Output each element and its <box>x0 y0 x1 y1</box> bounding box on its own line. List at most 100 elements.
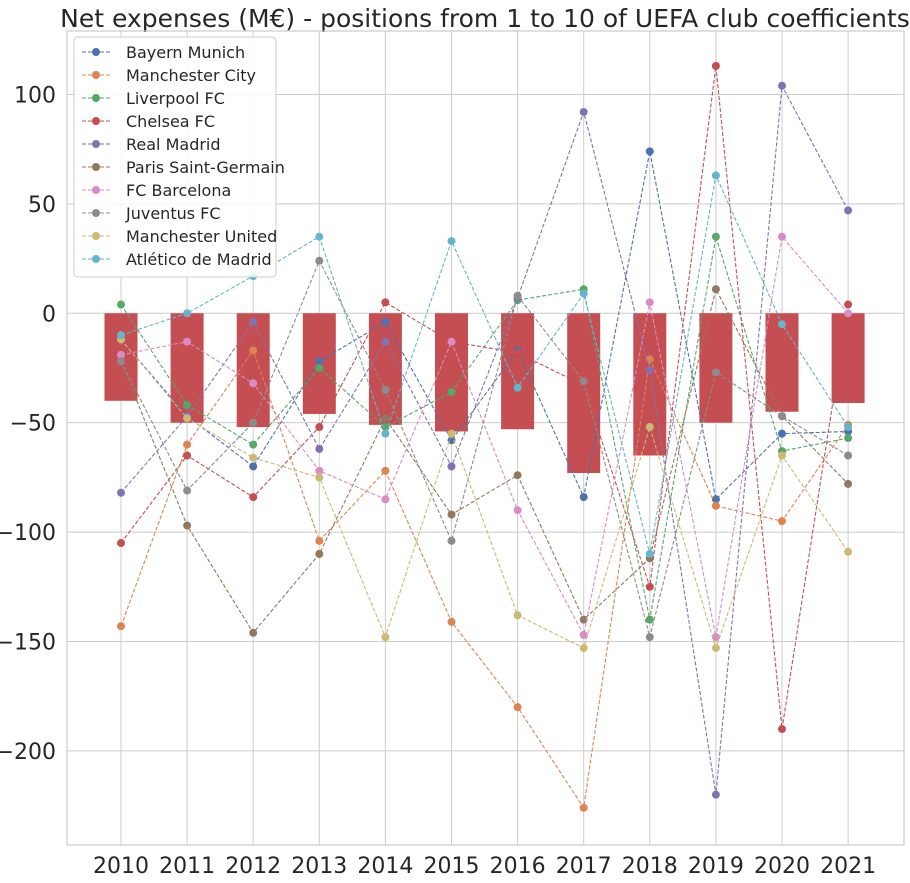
data-point <box>315 549 324 558</box>
data-point <box>844 434 853 442</box>
series-line <box>120 339 849 650</box>
series-line <box>120 151 849 501</box>
legend-marker <box>92 117 100 125</box>
series-line <box>120 65 849 730</box>
bars <box>104 313 865 474</box>
data-point <box>579 803 588 812</box>
data-point <box>711 633 720 642</box>
data-point <box>579 289 588 298</box>
series-line <box>120 349 849 810</box>
data-point <box>711 644 720 653</box>
legend: Bayern Munich Manchester City Liverpool FC… <box>73 36 285 278</box>
legend-marker <box>92 94 100 102</box>
data-point <box>579 630 588 639</box>
legend-label: Bayern Munich <box>126 43 245 62</box>
data-point <box>645 366 654 375</box>
data-point <box>117 350 125 359</box>
x-tick-label: 2011 <box>159 854 215 879</box>
x-tick-label: 2016 <box>490 854 546 879</box>
legend-marker <box>92 140 100 148</box>
data-point <box>844 547 853 556</box>
data-point <box>711 171 720 180</box>
x-tick-label: 2013 <box>291 854 347 879</box>
data-point <box>249 462 258 471</box>
data-point <box>381 337 390 346</box>
data-point <box>381 429 390 438</box>
data-point <box>844 309 853 318</box>
data-point <box>315 363 324 372</box>
y-tick-label: 0 <box>42 302 56 327</box>
legend-marker <box>92 232 100 240</box>
data-point <box>513 383 522 392</box>
data-point <box>249 440 258 449</box>
legend-marker <box>92 71 100 79</box>
series-line <box>120 236 849 620</box>
y-tick-label: −200 <box>0 740 56 765</box>
legend-label: Juventus FC <box>125 204 221 223</box>
legend-marker <box>92 186 100 194</box>
data-point <box>381 385 390 394</box>
data-point <box>381 318 390 327</box>
data-point <box>315 357 324 366</box>
data-point <box>315 466 324 475</box>
data-point <box>844 206 853 215</box>
data-point <box>447 429 456 438</box>
series-line <box>120 259 849 638</box>
bar <box>501 313 535 430</box>
data-point <box>117 357 125 366</box>
data-point <box>381 414 390 423</box>
data-point <box>447 337 456 346</box>
data-point <box>381 298 390 307</box>
data-point <box>183 337 192 346</box>
legend-label: Liverpool FC <box>126 89 225 108</box>
x-tick-label: 2021 <box>820 854 876 879</box>
data-point <box>645 633 654 642</box>
data-point <box>844 423 853 432</box>
x-tick-label: 2019 <box>688 854 744 879</box>
data-point <box>844 479 853 488</box>
data-point <box>249 418 258 427</box>
data-point <box>645 615 654 624</box>
data-point <box>513 611 522 620</box>
legend-frame <box>73 36 277 278</box>
data-point <box>579 493 588 502</box>
data-point <box>778 429 786 438</box>
bar <box>435 313 468 432</box>
legend-label: Paris Saint-Germain <box>126 158 285 177</box>
data-point <box>579 615 588 624</box>
data-point <box>844 300 853 309</box>
data-point <box>249 453 258 462</box>
legend-label: Manchester City <box>126 66 256 85</box>
data-point <box>249 318 258 327</box>
data-point <box>844 451 853 460</box>
data-point <box>513 348 522 357</box>
legend-marker <box>92 48 100 56</box>
data-point <box>447 536 456 545</box>
y-axis: 100 50 0 −50 −100 −150 −200 <box>0 83 56 764</box>
data-point <box>183 414 192 423</box>
data-point <box>778 451 786 460</box>
data-point <box>315 232 324 241</box>
data-point <box>645 147 654 156</box>
x-tick-label: 2017 <box>556 854 612 879</box>
data-point <box>778 725 786 734</box>
legend-label: FC Barcelona <box>126 181 231 200</box>
series-line <box>120 83 849 795</box>
data-point <box>711 501 720 510</box>
chart-title: Net expenses (M€) - positions from 1 to … <box>60 4 910 33</box>
x-axis: 2010 2011 2012 2013 2014 2015 2016 2017 2018 2019… <box>93 854 876 879</box>
data-point <box>579 107 588 116</box>
legend-marker <box>92 255 100 263</box>
y-tick-label: 100 <box>14 83 56 108</box>
legend-label: Manchester United <box>126 227 277 246</box>
data-point <box>645 423 654 432</box>
data-point <box>711 368 720 377</box>
bar <box>831 313 865 403</box>
series-line <box>120 287 849 634</box>
legend-marker <box>92 209 100 217</box>
y-tick-label: −150 <box>0 631 56 656</box>
data-point <box>711 790 720 799</box>
data-point <box>513 703 522 712</box>
data-point <box>447 388 456 397</box>
